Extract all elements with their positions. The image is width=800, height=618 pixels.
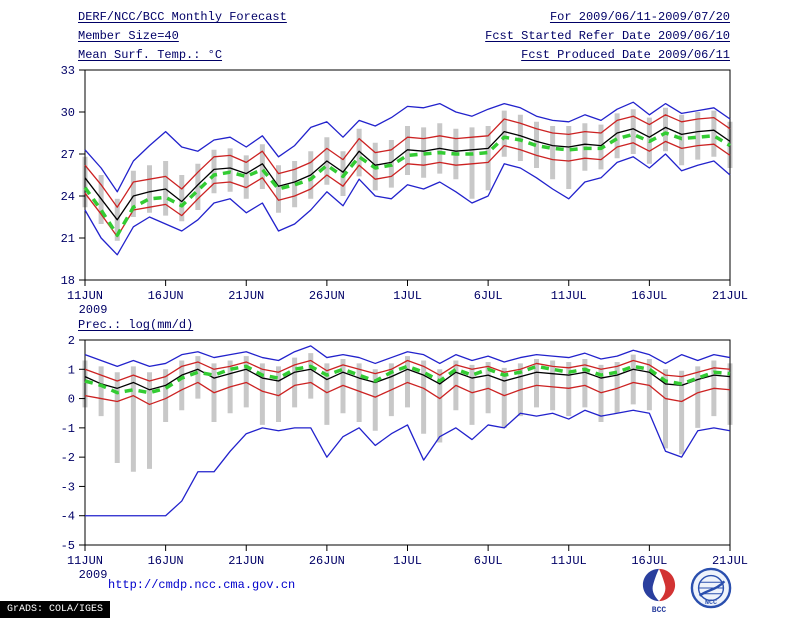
x-tick-label: 26JUN <box>309 554 345 568</box>
footer-url-link[interactable]: http://cmdp.ncc.cma.gov.cn <box>108 578 296 592</box>
reference-dashed-line <box>84 364 731 395</box>
page-title: DERF/NCC/BCC Monthly Forecast <box>78 10 287 24</box>
lower-band-line <box>84 140 731 238</box>
x-tick-label: 26JUN <box>309 289 345 303</box>
y-tick-label: -3 <box>61 480 75 494</box>
x-tick-label: 11JUN <box>67 554 103 568</box>
x-tick-label: 6JUL <box>474 554 503 568</box>
x-tick-label: 1JUL <box>393 554 422 568</box>
ensemble-mean-line <box>84 126 731 221</box>
upper-band-line <box>84 359 731 382</box>
y-tick-label: -1 <box>61 422 75 436</box>
bcc-logo-icon <box>642 568 676 602</box>
grads-credit-badge: GrADS: COLA/IGES <box>0 601 111 618</box>
produced-date-label: Fcst Produced Date 2009/06/11 <box>521 48 730 62</box>
ncc-logo: NCC <box>688 567 734 612</box>
x-tick-label: 11JUN <box>67 289 103 303</box>
x-tick-label: 16JUN <box>148 289 184 303</box>
y-tick-label: 2 <box>68 334 75 348</box>
upper-envelope-line <box>84 345 731 368</box>
ensemble-mean-line <box>84 368 731 391</box>
ref-date-label: Fcst Started Refer Date 2009/06/10 <box>485 29 730 43</box>
x-year-label: 2009 <box>79 303 108 317</box>
x-tick-label: 21JUN <box>228 289 264 303</box>
y-tick-label: -5 <box>61 539 75 553</box>
x-tick-label: 16JUN <box>148 554 184 568</box>
x-tick-label: 21JUL <box>712 289 748 303</box>
y-tick-label: 30 <box>61 106 75 120</box>
bcc-logo: BCC <box>638 567 680 615</box>
temp-chart-title: Mean Surf. Temp.: °C <box>78 48 223 62</box>
precip-chart-title: Prec.: log(mm/d) <box>78 318 194 332</box>
reference-dashed-line <box>83 131 731 237</box>
lower-envelope-line <box>84 153 731 256</box>
y-tick-label: 18 <box>61 274 75 288</box>
ncc-logo-icon: NCC <box>690 567 732 609</box>
y-tick-label: 1 <box>68 363 75 377</box>
x-tick-label: 16JUL <box>631 554 667 568</box>
x-tick-label: 11JUL <box>551 289 587 303</box>
y-tick-label: -4 <box>61 510 75 524</box>
y-tick-label: 27 <box>61 148 75 162</box>
upper-band-line <box>84 114 731 208</box>
x-tick-label: 1JUL <box>393 289 422 303</box>
x-tick-label: 16JUL <box>631 289 667 303</box>
y-tick-label: -2 <box>61 451 75 465</box>
forecast-range-label: For 2009/06/11-2009/07/20 <box>549 10 730 24</box>
lower-envelope-line <box>85 409 731 517</box>
x-tick-label: 6JUL <box>474 289 503 303</box>
x-tick-label: 11JUL <box>551 554 587 568</box>
y-tick-label: 0 <box>68 393 75 407</box>
y-tick-label: 33 <box>61 64 75 78</box>
bcc-logo-label: BCC <box>651 606 667 615</box>
y-tick-label: 24 <box>61 190 75 204</box>
lower-band-line <box>84 381 731 406</box>
member-size-label: Member Size=40 <box>78 29 179 43</box>
x-tick-label: 21JUN <box>228 554 264 568</box>
y-tick-label: 21 <box>61 232 75 246</box>
x-tick-label: 21JUL <box>712 554 748 568</box>
upper-envelope-line <box>84 101 731 193</box>
ncc-logo-label: NCC <box>705 599 717 607</box>
x-year-label: 2009 <box>79 568 108 582</box>
